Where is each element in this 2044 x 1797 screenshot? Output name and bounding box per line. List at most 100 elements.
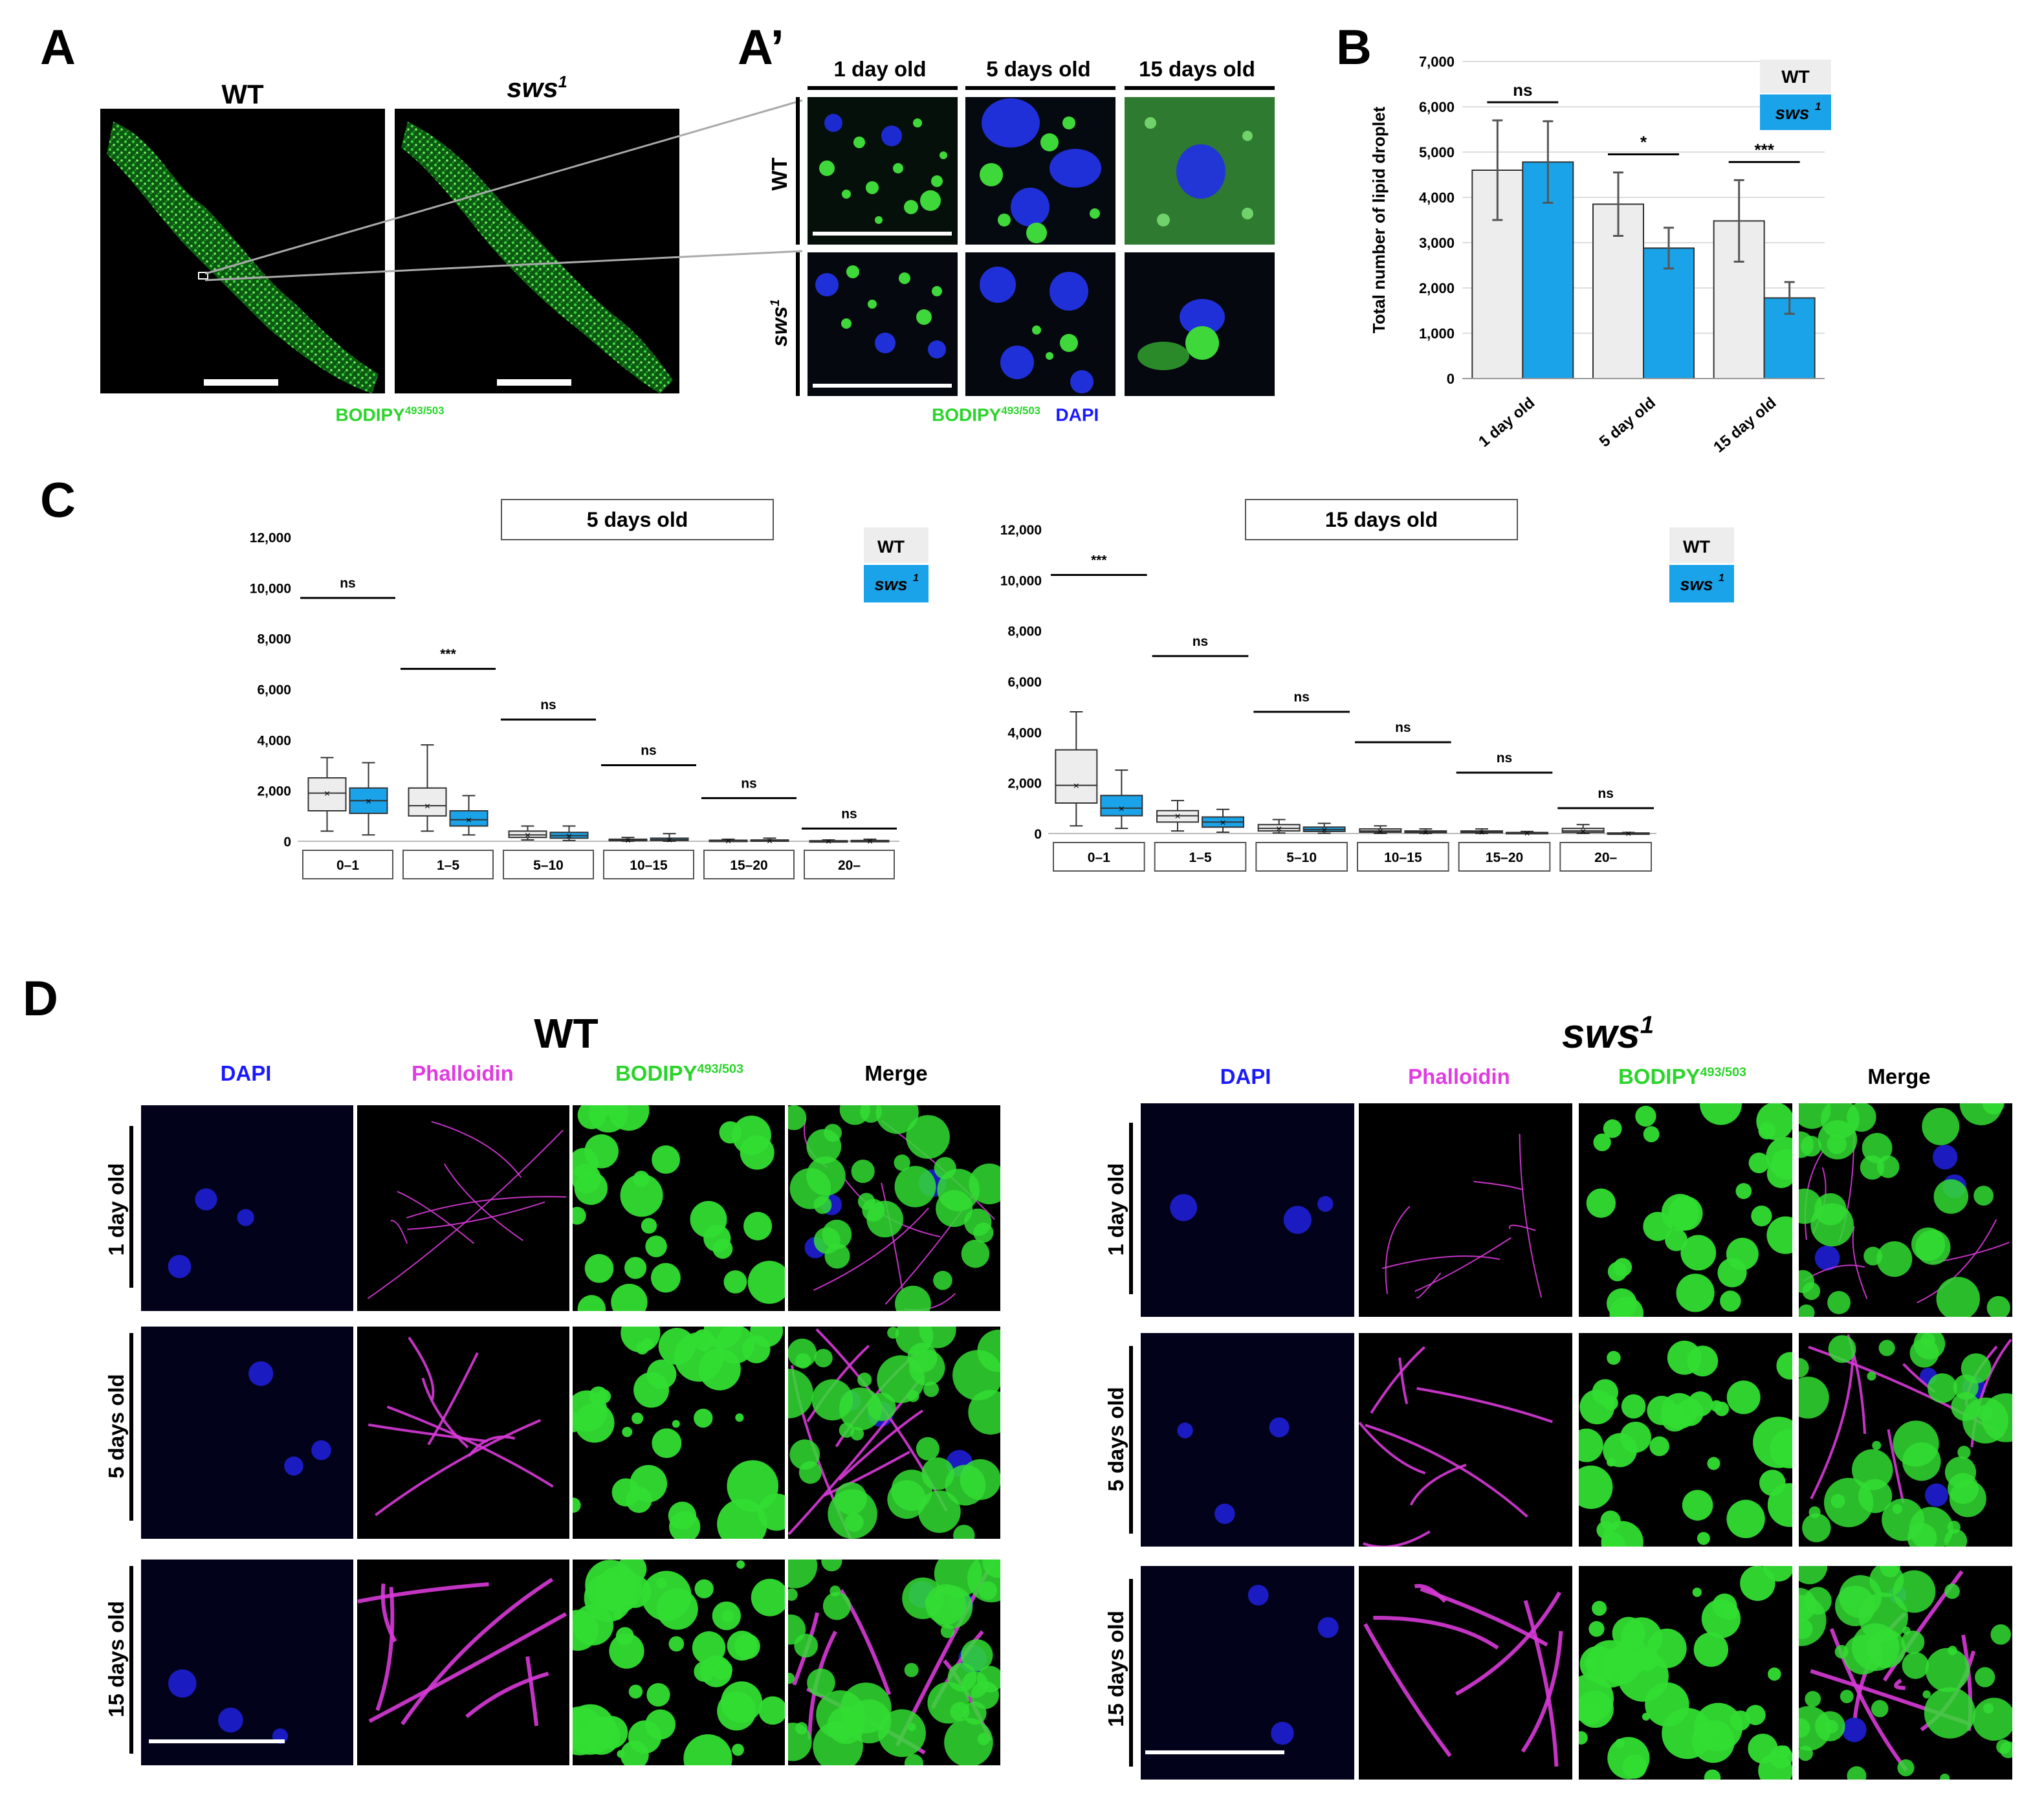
d-wt-dapi-row3 [141, 1560, 353, 1765]
d-sws-bodipy-row2 [1579, 1333, 1792, 1547]
lipid-droplet [1730, 1710, 1751, 1731]
legend-sws-label: sws [1775, 103, 1810, 123]
lipid-droplet [732, 1743, 744, 1756]
y-tick-label: 4,000 [1419, 190, 1455, 206]
lipid-droplet [1827, 1291, 1851, 1314]
lipid-droplet [734, 1633, 760, 1659]
actin-fiber [1473, 1180, 1522, 1191]
lipid-droplet [1667, 1340, 1702, 1375]
lipid-droplet [1768, 1667, 1781, 1681]
lipid-droplet [1593, 1133, 1611, 1151]
actin-fiber [386, 1406, 554, 1488]
lipid-droplet [824, 1243, 850, 1269]
lipid-droplet [788, 1338, 817, 1368]
lipid-droplet [789, 1439, 820, 1470]
actin-fiber [465, 1671, 549, 1719]
legend-wt-label: WT [1781, 67, 1810, 87]
legend-sws-swatch [1669, 565, 1734, 602]
significance-label: ns [1395, 720, 1411, 735]
actin-fiber [1385, 1206, 1411, 1294]
mean-marker: × [625, 835, 631, 846]
significance-label: ns [340, 576, 356, 591]
panel-label-a: A [40, 20, 76, 75]
panel-d-sws-title: sws1 [1561, 1010, 1654, 1057]
d-sws-dapi-row1 [1141, 1103, 1354, 1317]
mean-marker: × [1524, 828, 1530, 839]
lipid-droplet [641, 1218, 657, 1234]
nucleus [248, 1361, 274, 1386]
lipid-droplet [641, 1571, 692, 1621]
y-tick-label: 4,000 [257, 733, 291, 748]
y-tick-label: 6,000 [1419, 99, 1455, 115]
lipid-droplet [1933, 1179, 1969, 1214]
lipid-droplet [857, 1373, 872, 1387]
nucleus [237, 1209, 254, 1226]
lipid-droplet [1924, 1687, 1976, 1739]
lipid-droplet [1893, 1420, 1939, 1467]
lipid-droplet [1840, 1690, 1854, 1703]
nucleus [1814, 1245, 1840, 1271]
d-wt-row-1: 1 day old [104, 1163, 128, 1256]
mean-marker: × [725, 836, 731, 847]
actin-fiber [525, 1656, 539, 1726]
zoom-lines [204, 99, 803, 281]
actin-fiber [838, 1409, 923, 1481]
category-box [1357, 842, 1449, 872]
lipid-droplet [1922, 1107, 1960, 1145]
d-sws-bodipy-row1 [1579, 1103, 1792, 1317]
lipid-droplet [1897, 1759, 1915, 1776]
chart-c-right: 0 2,000 4,000 6,000 8,000 10,000 12,000 15 days… [964, 498, 1760, 899]
lipid-droplet [717, 1692, 756, 1731]
significance-label: ns [741, 776, 757, 791]
lipid-droplet [1871, 1700, 1889, 1717]
lipid-droplet [716, 1327, 755, 1364]
y-tick-label: 5,000 [1419, 144, 1455, 160]
lipid-droplet [668, 1636, 685, 1652]
y-tick-label: 8,000 [1007, 624, 1042, 639]
d-sws-row-1: 1 day old [1104, 1163, 1128, 1256]
lipid-droplet [1635, 1105, 1656, 1127]
lipid-droplet [1693, 1632, 1729, 1667]
panel-a-stain-label: BODIPY493/503 [335, 404, 445, 425]
legend-sws-label: sws [1680, 575, 1713, 594]
lipid-droplet [632, 1412, 644, 1424]
lipid-droplet [615, 1627, 634, 1646]
lipid-droplet [1579, 1731, 1588, 1745]
mean-marker: × [366, 796, 371, 807]
lipid-droplet [1802, 1513, 1831, 1543]
actin-fiber [375, 1418, 542, 1516]
lipid-droplet [1740, 1566, 1775, 1601]
lipid-droplet [894, 1165, 936, 1207]
y-tick-label: 6,000 [257, 683, 291, 698]
scale-bar [813, 232, 952, 236]
y-tick-label: 0 [283, 835, 291, 850]
tile-background [1359, 1333, 1572, 1547]
d-sws-row-bar [1129, 1579, 1133, 1767]
nucleus [284, 1456, 303, 1476]
d-sws-row-bar [1129, 1123, 1133, 1294]
d-wt-merge-row2 [788, 1327, 1000, 1539]
nucleus [311, 1440, 331, 1461]
lipid-droplet [1766, 1216, 1792, 1254]
y-tick-label: 12,000 [1000, 523, 1042, 538]
lipid-droplet [646, 1359, 677, 1389]
actin-fiber [1852, 1226, 1868, 1299]
lipid-droplet [961, 1239, 990, 1268]
chart-b: 0 1,000 2,000 3,000 4,000 5,000 6,000 7,000 Tota… [1359, 52, 1851, 456]
lipid-droplet [1972, 1697, 2012, 1741]
lipid-droplet [834, 1482, 867, 1515]
lipid-droplet [712, 1239, 733, 1259]
x-tick-label: 0–1 [1088, 850, 1110, 865]
actin-fiber [788, 1378, 921, 1536]
x-tick-label: 15 day old [1710, 394, 1779, 453]
lipid-droplet [1665, 1228, 1687, 1251]
actin-fiber [1370, 1346, 1426, 1414]
aprime-col-3: 15 days old [1139, 57, 1255, 81]
lipid-droplet [620, 1174, 663, 1217]
lipid-droplet [651, 1262, 681, 1293]
nucleus [1924, 1483, 1948, 1507]
lipid-droplet [973, 1222, 994, 1243]
lipid-droplet [1953, 1374, 1979, 1400]
scale-bar [497, 379, 571, 386]
tile-background [1141, 1566, 1354, 1780]
